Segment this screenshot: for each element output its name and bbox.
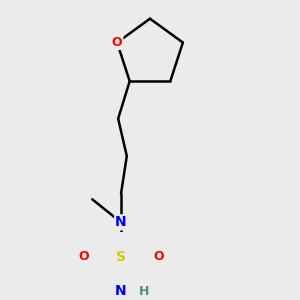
Text: N: N — [115, 284, 127, 298]
Text: N: N — [115, 215, 127, 229]
Text: O: O — [78, 250, 89, 263]
Text: S: S — [116, 250, 126, 264]
Text: O: O — [112, 36, 122, 49]
Text: O: O — [153, 250, 164, 263]
Text: H: H — [139, 285, 149, 298]
